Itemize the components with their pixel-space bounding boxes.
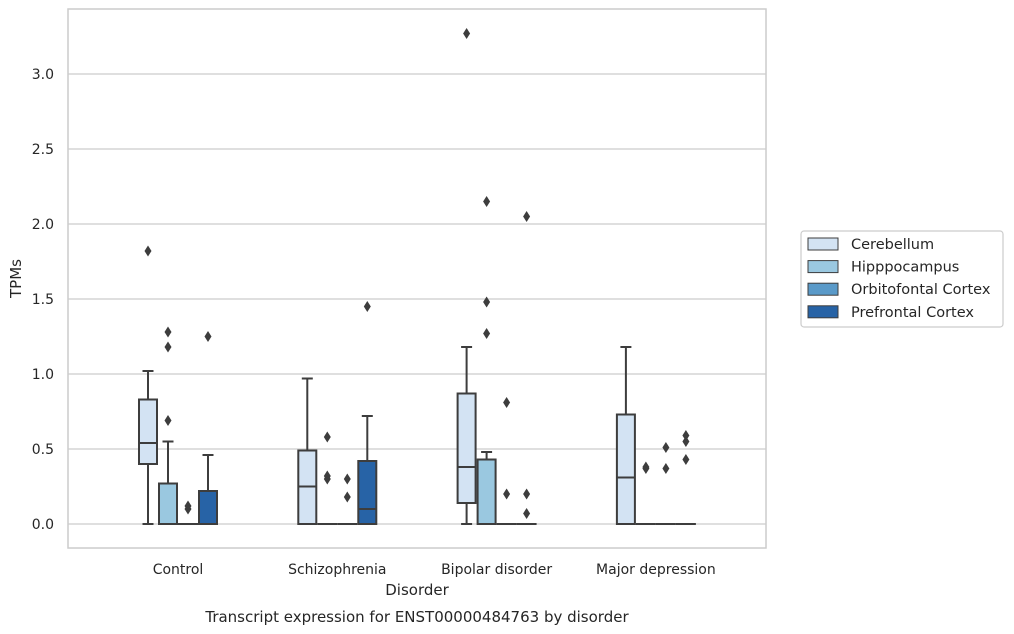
legend-swatch	[807, 305, 839, 319]
legend: Cerebellum Hipppocampus Orbitofontal Corte…	[800, 230, 1004, 328]
box-1-1	[317, 431, 338, 526]
outlier-point	[343, 491, 351, 503]
y-axis-label: TPMs	[7, 259, 25, 299]
box-body	[615, 413, 636, 525]
outlier-point	[662, 442, 670, 453]
x-tick-label: Major depression	[596, 562, 716, 578]
box-body	[357, 460, 378, 525]
box-0-0	[138, 245, 158, 525]
box-3-0	[198, 331, 218, 525]
outlier-point	[463, 28, 471, 39]
box-1-0	[158, 326, 178, 525]
outlier-point	[144, 245, 152, 257]
outlier-point	[483, 196, 491, 207]
y-tick-label: 1.5	[32, 292, 54, 308]
outlier-point	[204, 331, 212, 342]
x-tick-label: Bipolar disorder	[441, 562, 552, 578]
box-2-1	[337, 473, 358, 526]
outlier-point	[164, 326, 172, 338]
y-axis-ticks: 0.0 0.5 1.0 1.5 2.0 2.5 3.0	[32, 67, 54, 533]
x-tick-label: Schizophrenia	[288, 562, 386, 578]
outlier-point	[164, 341, 172, 353]
outlier-point	[523, 488, 531, 500]
box-0-2	[456, 28, 477, 525]
legend-label: Orbitofontal Cortex	[851, 282, 991, 298]
plot-area	[138, 28, 696, 526]
y-tick-label: 2.5	[32, 142, 54, 158]
outlier-point	[642, 461, 650, 473]
y-tick-label: 0.0	[32, 517, 54, 533]
outlier-point	[523, 211, 531, 222]
box-body	[138, 398, 158, 465]
chart-caption: Transcript expression for ENST0000048476…	[204, 608, 629, 626]
x-axis-ticks: Control Schizophrenia Bipolar disorder Majo…	[153, 562, 716, 578]
legend-swatch	[807, 260, 839, 274]
outlier-point	[682, 430, 690, 441]
box-3-3	[675, 430, 696, 526]
outlier-point	[483, 328, 491, 339]
box-body	[158, 482, 178, 525]
y-tick-label: 1.0	[32, 367, 54, 383]
outlier-point	[503, 488, 511, 500]
box-2-0	[178, 500, 198, 526]
box-1-3	[635, 461, 656, 526]
legend-swatch	[807, 282, 839, 296]
outlier-point	[323, 431, 331, 443]
box-3-2	[516, 211, 537, 526]
box-0-1	[297, 377, 318, 525]
legend-label: Hipppocampus	[851, 260, 959, 276]
outlier-point	[523, 508, 531, 519]
outlier-point	[343, 473, 351, 485]
box-0-3	[615, 346, 636, 525]
outlier-point	[662, 463, 670, 474]
box-2-3	[655, 442, 676, 526]
outlier-point	[682, 436, 690, 447]
gridlines	[68, 73, 766, 525]
box-body	[476, 458, 497, 525]
y-tick-label: 2.0	[32, 217, 54, 233]
box-body	[198, 490, 218, 525]
outlier-point	[164, 415, 172, 426]
outlier-point	[184, 500, 192, 512]
box-3-1	[357, 301, 378, 525]
legend-label: Cerebellum	[851, 237, 934, 253]
outlier-point	[682, 454, 690, 465]
x-tick-label: Control	[153, 562, 204, 578]
box-body	[456, 392, 477, 504]
legend-frame	[800, 230, 1004, 328]
outlier-point	[363, 301, 371, 312]
legend-label: Prefrontal Cortex	[851, 305, 974, 321]
outlier-point	[503, 397, 511, 408]
x-axis-label: Disorder	[385, 581, 449, 599]
legend-swatch	[807, 237, 839, 251]
y-tick-label: 0.5	[32, 442, 54, 458]
plot-frame	[67, 8, 767, 549]
outlier-point	[483, 296, 491, 308]
y-tick-label: 3.0	[32, 67, 54, 83]
box-1-2	[476, 196, 497, 525]
box-2-2	[496, 397, 517, 526]
outlier-point	[323, 470, 331, 482]
